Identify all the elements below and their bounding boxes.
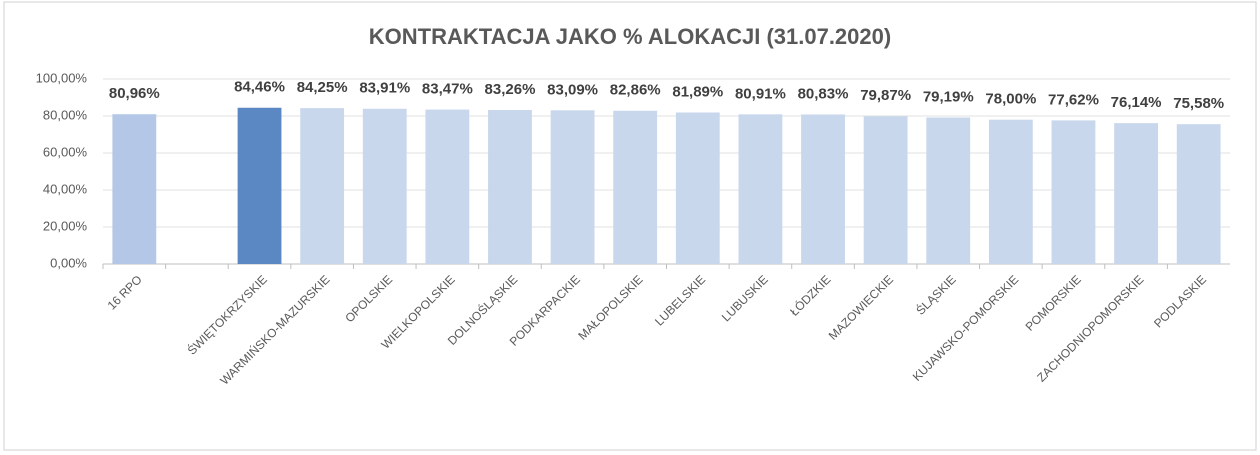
y-tick-label: 40,00% — [43, 181, 88, 196]
bar — [1114, 123, 1158, 265]
value-label: 80,91% — [735, 85, 786, 102]
value-label: 84,46% — [234, 79, 285, 96]
bar — [362, 108, 407, 264]
value-label: 81,89% — [672, 83, 723, 100]
y-tick-label: 100,00% — [36, 70, 88, 85]
bar — [488, 109, 532, 265]
value-label: 79,19% — [923, 88, 974, 105]
value-label: 78,00% — [985, 91, 1036, 108]
y-tick-label: 0,00% — [50, 255, 87, 270]
bar — [112, 114, 157, 264]
bar — [1051, 120, 1096, 264]
value-label: 84,25% — [297, 79, 348, 96]
value-label: 75,58% — [1173, 95, 1224, 112]
bar — [675, 112, 720, 264]
y-tick-label: 80,00% — [43, 107, 88, 122]
bar — [863, 116, 908, 264]
bar — [926, 117, 971, 264]
bar — [300, 108, 345, 264]
value-label: 77,62% — [1048, 91, 1099, 108]
value-label: 83,26% — [485, 81, 536, 98]
y-tick-label: 20,00% — [43, 218, 88, 233]
bar — [237, 107, 282, 265]
bar — [988, 119, 1033, 264]
chart-title: KONTRAKTACJA JAKO % ALOKACJI (31.07.2020… — [369, 24, 891, 49]
value-label: 80,96% — [109, 85, 160, 102]
bar — [1176, 124, 1221, 264]
value-label: 83,09% — [547, 81, 598, 98]
bar — [550, 110, 595, 264]
value-label: 83,47% — [422, 81, 473, 98]
value-label: 79,87% — [860, 87, 911, 104]
y-tick-label: 60,00% — [43, 144, 88, 159]
value-label: 76,14% — [1111, 94, 1162, 111]
value-label: 83,91% — [359, 80, 410, 97]
bar — [738, 114, 783, 264]
bar — [425, 109, 470, 264]
value-label: 80,83% — [798, 85, 849, 102]
value-label: 82,86% — [610, 82, 661, 99]
bar — [613, 110, 658, 264]
bar — [801, 114, 845, 264]
